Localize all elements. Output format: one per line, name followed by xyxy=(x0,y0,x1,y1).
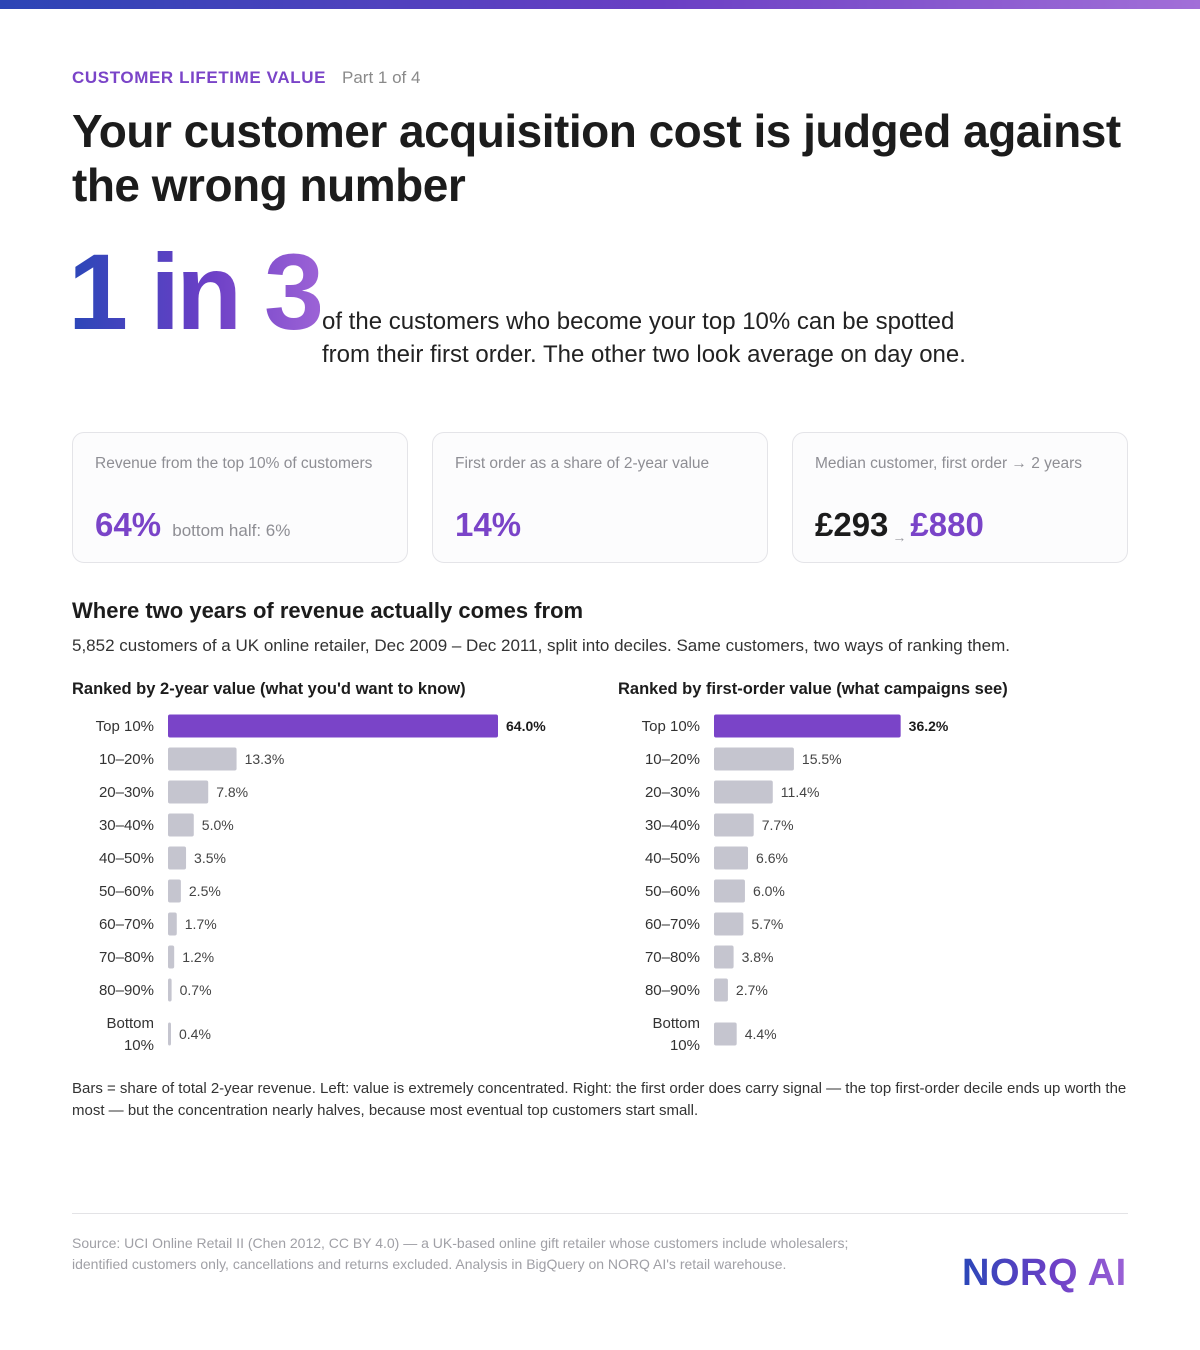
left-bar xyxy=(168,714,498,738)
stat-card-value: 64% bottom half: 6% xyxy=(95,506,290,544)
left-value-label: 5.0% xyxy=(202,817,234,833)
hero-text: of the customers who become your top 10%… xyxy=(322,308,966,368)
arrow-right-icon: → xyxy=(892,529,907,545)
left-value-label: 7.8% xyxy=(216,784,248,800)
left-value-label: 0.4% xyxy=(179,1026,211,1042)
source-text: Source: UCI Online Retail II (Chen 2012,… xyxy=(72,1235,849,1272)
right-value-label: 5.7% xyxy=(751,916,783,932)
stat-card-median-customer: Median customer, first order → 2 years £… xyxy=(792,432,1128,563)
right-bar xyxy=(714,945,734,969)
kicker-part: Part 1 of 4 xyxy=(342,68,421,87)
left-category-label: Bottom 10% xyxy=(106,1015,154,1054)
left-category-label: 10–20% xyxy=(99,751,154,768)
right-value-label: 6.6% xyxy=(756,850,788,866)
left-bar xyxy=(168,912,177,936)
left-bar xyxy=(168,780,209,804)
right-category-label: 30–40% xyxy=(645,817,700,834)
left-value-label: 3.5% xyxy=(194,850,226,866)
right-bar xyxy=(714,978,728,1002)
footer-divider xyxy=(72,1213,1128,1214)
chart-left-title: Ranked by 2-year value (what you'd want … xyxy=(72,680,466,698)
right-category-label: 40–50% xyxy=(645,850,700,867)
section-subtitle: 5,852 customers of a UK online retailer,… xyxy=(72,636,1010,655)
left-value-label: 13.3% xyxy=(245,751,285,767)
chart-right-first-order: Top 10% 36.2% 10–20% 15.5% 20–30% 11.4% 30–40%… xyxy=(642,714,949,1054)
stat-card-top-revenue: Revenue from the top 10% of customers 64… xyxy=(72,432,408,563)
norq-logo: NORQ AI xyxy=(962,1252,1127,1294)
right-value-label: 11.4% xyxy=(781,784,820,800)
left-bar xyxy=(168,945,175,969)
stat-value-from: £293 xyxy=(815,506,889,543)
left-value-label: 1.7% xyxy=(185,916,217,932)
left-category-label: Top 10% xyxy=(96,718,154,735)
right-value-label: 36.2% xyxy=(909,718,949,734)
left-bar xyxy=(168,813,194,837)
kicker: CUSTOMER LIFETIME VALUE Part 1 of 4 xyxy=(72,68,420,88)
left-bar xyxy=(168,978,172,1002)
right-category-label: Bottom 10% xyxy=(652,1015,700,1054)
left-category-label: 20–30% xyxy=(99,784,154,801)
stat-card-label: Revenue from the top 10% of customers xyxy=(95,455,373,472)
stat-value: 64% xyxy=(95,506,162,543)
left-category-label: 30–40% xyxy=(99,817,154,834)
stat-sub: bottom half: 6% xyxy=(172,521,291,540)
right-value-label: 7.7% xyxy=(762,817,794,833)
hero-big-number: 1 in 3 xyxy=(68,231,324,352)
stat-card-value: £293 → £880 xyxy=(815,506,984,545)
right-bar xyxy=(714,747,794,771)
stat-card-first-order-share: First order as a share of 2-year value 1… xyxy=(432,432,768,563)
right-category-label: 80–90% xyxy=(645,982,700,999)
right-category-label: 50–60% xyxy=(645,883,700,900)
right-bar xyxy=(714,846,749,870)
right-bar xyxy=(714,912,744,936)
top-accent-bar xyxy=(0,0,1200,9)
stat-card-label: First order as a share of 2-year value xyxy=(455,455,710,472)
right-category-label: 60–70% xyxy=(645,916,700,933)
section-title: Where two years of revenue actually come… xyxy=(72,598,584,623)
chart-note: Bars = share of total 2-year revenue. Le… xyxy=(72,1080,1127,1119)
left-bar xyxy=(168,879,181,903)
chart-right-title: Ranked by first-order value (what campai… xyxy=(618,680,1008,698)
left-bar xyxy=(168,1022,171,1046)
right-bar xyxy=(714,714,901,738)
right-value-label: 3.8% xyxy=(742,949,774,965)
left-value-label: 64.0% xyxy=(506,718,546,734)
left-category-label: 70–80% xyxy=(99,949,154,966)
right-bar xyxy=(714,1022,737,1046)
left-value-label: 1.2% xyxy=(182,949,214,965)
right-bar xyxy=(714,780,773,804)
right-value-label: 15.5% xyxy=(802,751,842,767)
kicker-topic: CUSTOMER LIFETIME VALUE xyxy=(72,68,327,87)
right-value-label: 4.4% xyxy=(745,1026,777,1042)
page-title: Your customer acquisition cost is judged… xyxy=(72,105,1121,211)
left-bar xyxy=(168,846,187,870)
right-bar xyxy=(714,813,754,837)
right-category-label: 70–80% xyxy=(645,949,700,966)
stat-card-value: 14% xyxy=(455,506,522,543)
right-category-label: 20–30% xyxy=(645,784,700,801)
left-category-label: 80–90% xyxy=(99,982,154,999)
left-value-label: 0.7% xyxy=(180,982,212,998)
left-category-label: 60–70% xyxy=(99,916,154,933)
left-category-label: 50–60% xyxy=(99,883,154,900)
chart-left-2yr-value: Top 10% 64.0% 10–20% 13.3% 20–30% 7.8% 30–40% 5… xyxy=(96,714,546,1054)
left-value-label: 2.5% xyxy=(189,883,221,899)
right-category-label: Top 10% xyxy=(642,718,700,735)
stat-card-label: Median customer, first order → 2 years xyxy=(815,455,1083,472)
right-value-label: 6.0% xyxy=(753,883,785,899)
right-value-label: 2.7% xyxy=(736,982,768,998)
right-bar xyxy=(714,879,745,903)
right-category-label: 10–20% xyxy=(645,751,700,768)
left-bar xyxy=(168,747,237,771)
left-category-label: 40–50% xyxy=(99,850,154,867)
stat-value-to: £880 xyxy=(910,506,984,543)
